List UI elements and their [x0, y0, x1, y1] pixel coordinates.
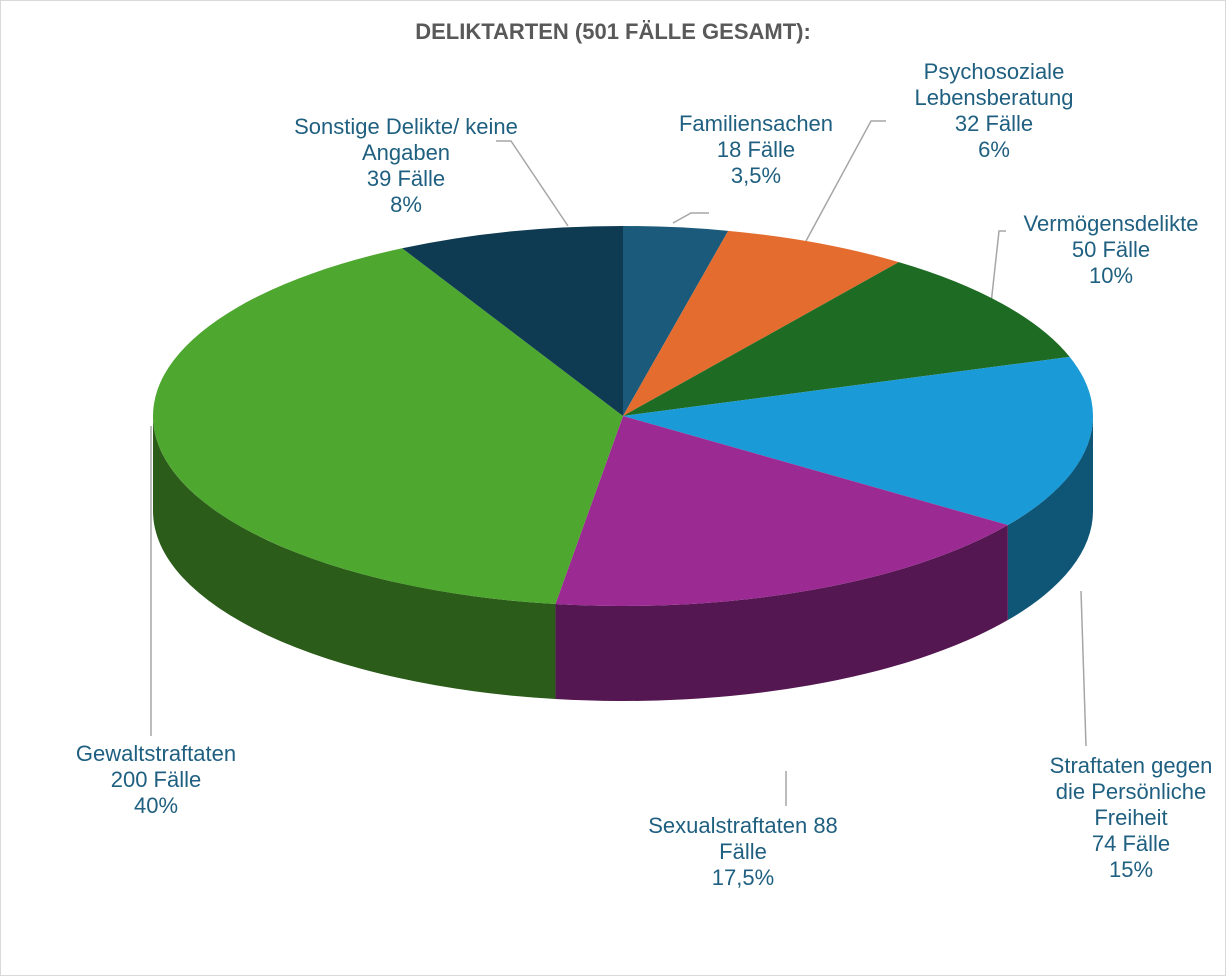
chart-title: DELIKTARTEN (501 FÄLLE GESAMT):	[415, 19, 811, 44]
label-percent: 3,5%	[730, 163, 782, 188]
slice-side	[555, 525, 1008, 701]
label-name: Vermögensdelikte	[1023, 211, 1199, 236]
label-count: 18 Fälle	[716, 137, 796, 162]
label-percent: 8%	[390, 192, 422, 217]
leader-line	[496, 140, 569, 227]
pie-tops	[152, 226, 1093, 606]
label-percent: 6%	[978, 137, 1010, 162]
data-label: Familiensachen 18 Fälle 3,5%	[646, 111, 866, 189]
label-name: Gewaltstraftaten	[75, 741, 237, 766]
slice	[623, 226, 729, 416]
slice-side	[1007, 416, 1093, 621]
leader-line	[672, 212, 709, 224]
leader-line	[990, 230, 1006, 305]
label-count: 200 Fälle	[110, 767, 202, 792]
label-name: Familiensachen	[678, 111, 834, 136]
label-name: Psychosoziale Lebensberatung	[914, 59, 1074, 110]
data-label: Sexualstraftaten 88 Fälle 17,5%	[623, 813, 863, 891]
slice	[402, 226, 623, 416]
data-label: Gewaltstraftaten 200 Fälle 40%	[31, 741, 281, 819]
leader-lines	[150, 120, 1087, 806]
leader-line	[805, 120, 886, 242]
data-label: Psychosoziale Lebensberatung 32 Fälle 6%	[864, 59, 1124, 163]
label-name: Sonstige Delikte/ keine Angaben	[294, 114, 518, 165]
label-count: 50 Fälle	[1071, 237, 1151, 262]
slice	[555, 416, 1008, 606]
slice	[623, 262, 1070, 416]
slice	[623, 356, 1093, 526]
label-name: Straftaten gegen die Persönliche Freihei…	[1049, 753, 1213, 830]
pie-sides	[153, 416, 1093, 701]
data-label: Sonstige Delikte/ keine Angaben 39 Fälle 8…	[276, 114, 536, 218]
label-count: 74 Fälle	[1091, 831, 1171, 856]
data-label: Vermögensdelikte 50 Fälle 10%	[991, 211, 1225, 289]
label-percent: 17,5%	[711, 865, 775, 890]
label-count: 39 Fälle	[366, 166, 446, 191]
slice	[152, 248, 623, 605]
data-label: Straftaten gegen die Persönliche Freihei…	[1036, 753, 1225, 883]
label-name: Sexualstraftaten	[648, 813, 808, 838]
label-percent: 40%	[133, 793, 179, 818]
leader-line	[1080, 590, 1087, 747]
label-count: 32 Fälle	[954, 111, 1034, 136]
label-percent: 10%	[1088, 263, 1134, 288]
slice	[623, 230, 899, 416]
label-count: 88 Fälle	[719, 813, 838, 864]
slice-side	[153, 416, 556, 700]
label-percent: 15%	[1108, 857, 1154, 882]
